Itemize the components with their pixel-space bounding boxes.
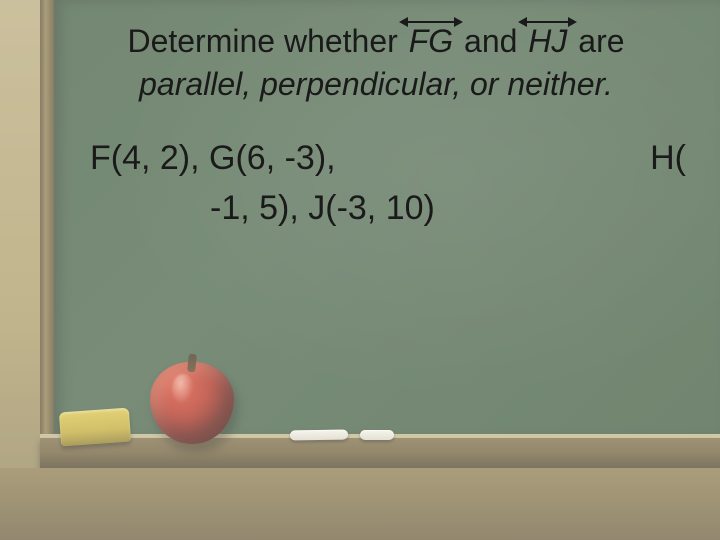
- slide-content: Determine whether FG and HJ are parallel…: [0, 0, 720, 540]
- points-fg: F(4, 2), G(6, -3),: [90, 134, 336, 183]
- line-segment-fg: FG: [407, 23, 455, 59]
- prompt-text: Determine whether FG and HJ are parallel…: [60, 20, 692, 106]
- prompt-mid: and: [455, 23, 526, 59]
- points-h-open: H(: [650, 134, 692, 183]
- points-hj: -1, 5), J(-3, 10): [60, 184, 692, 233]
- prompt-post: are: [569, 23, 624, 59]
- prompt-pre: Determine whether: [127, 23, 406, 59]
- line-segment-hj: HJ: [526, 23, 569, 59]
- prompt-line2: parallel, perpendicular, or neither.: [60, 63, 692, 106]
- points-block: F(4, 2), G(6, -3), H( -1, 5), J(-3, 10): [60, 134, 692, 233]
